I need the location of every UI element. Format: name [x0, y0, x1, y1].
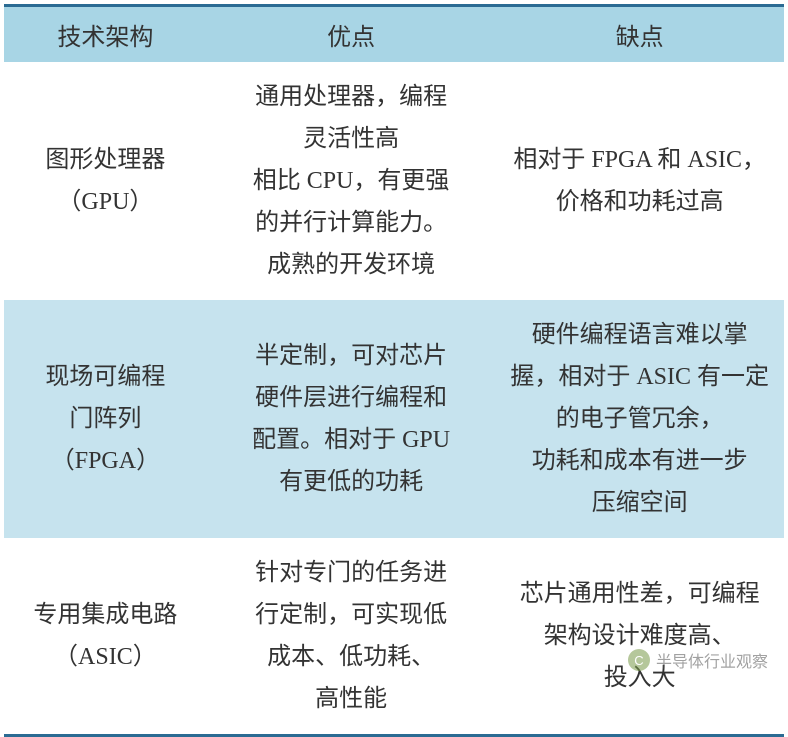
header-arch: 技术架构	[4, 7, 207, 62]
table-row: 现场可编程门阵列（FPGA） 半定制，可对芯片硬件层进行编程和配置。相对于 GP…	[4, 300, 784, 538]
cell-pros: 针对专门的任务进行定制，可实现低成本、低功耗、高性能	[207, 538, 496, 734]
cell-pros: 半定制，可对芯片硬件层进行编程和配置。相对于 GPU有更低的功耗	[207, 300, 496, 538]
header-pros: 优点	[207, 7, 496, 62]
comparison-table-container: 技术架构 优点 缺点 图形处理器（GPU） 通用处理器，编程灵活性高相比 CPU…	[0, 0, 788, 690]
cell-arch: 专用集成电路（ASIC）	[4, 538, 207, 734]
watermark-text: 半导体行业观察	[656, 648, 768, 672]
table-row: 专用集成电路（ASIC） 针对专门的任务进行定制，可实现低成本、低功耗、高性能 …	[4, 538, 784, 734]
comparison-table: 技术架构 优点 缺点 图形处理器（GPU） 通用处理器，编程灵活性高相比 CPU…	[4, 7, 784, 734]
cell-arch: 现场可编程门阵列（FPGA）	[4, 300, 207, 538]
cell-cons: 相对于 FPGA 和 ASIC，价格和功耗过高	[495, 62, 784, 300]
cell-cons: 硬件编程语言难以掌握，相对于 ASIC 有一定的电子管冗余，功耗和成本有进一步压…	[495, 300, 784, 538]
cell-arch: 图形处理器（GPU）	[4, 62, 207, 300]
cell-pros: 通用处理器，编程灵活性高相比 CPU，有更强的并行计算能力。成熟的开发环境	[207, 62, 496, 300]
header-cons: 缺点	[495, 7, 784, 62]
table-row: 图形处理器（GPU） 通用处理器，编程灵活性高相比 CPU，有更强的并行计算能力…	[4, 62, 784, 300]
watermark: C 半导体行业观察	[628, 648, 768, 672]
table-header-row: 技术架构 优点 缺点	[4, 7, 784, 62]
cell-cons: 芯片通用性差，可编程架构设计难度高、投入大	[495, 538, 784, 734]
watermark-icon: C	[628, 649, 650, 671]
table-body: 图形处理器（GPU） 通用处理器，编程灵活性高相比 CPU，有更强的并行计算能力…	[4, 62, 784, 734]
